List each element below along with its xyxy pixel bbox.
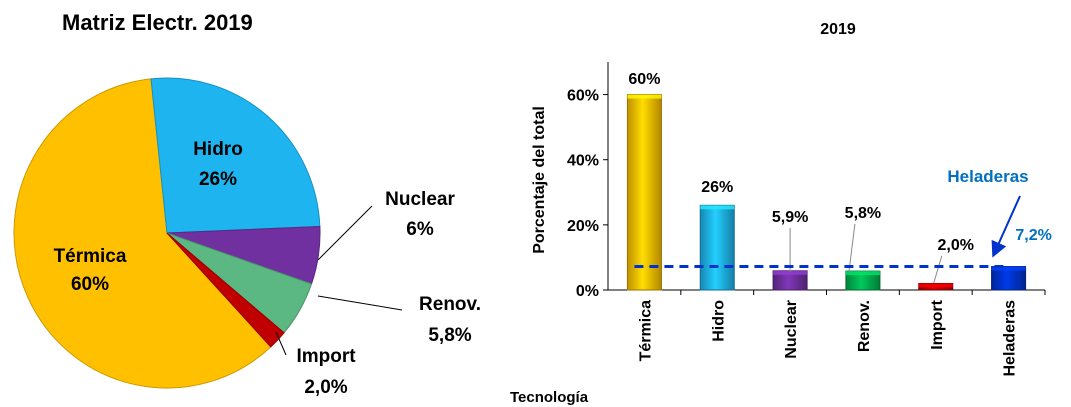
pie-label-import: Import bbox=[296, 346, 356, 367]
heladeras-arrow bbox=[991, 195, 1021, 258]
bar-cap bbox=[773, 270, 808, 275]
x-tick-label: Térmica bbox=[637, 300, 654, 361]
x-tick-label: Renov. bbox=[856, 300, 873, 352]
pie-label-trmica: Térmica bbox=[54, 246, 127, 267]
bar-value-label: 5,8% bbox=[845, 205, 881, 222]
y-tick-label: 0% bbox=[576, 283, 599, 300]
y-tick-label: 60% bbox=[567, 88, 599, 105]
x-tick-label: Nuclear bbox=[783, 300, 800, 359]
pie-chart: Matriz Electr. 2019 Térmica 60% Hidro 26% Nu… bbox=[13, 10, 481, 398]
x-tick-label: Hidro bbox=[710, 300, 727, 342]
bar-cap bbox=[845, 271, 880, 276]
pie-slice-import bbox=[166, 232, 285, 348]
x-axis-label: Tecnología bbox=[510, 389, 589, 406]
bar-value-label: 26% bbox=[701, 179, 733, 196]
pie-label-hidro: Hidro bbox=[193, 139, 243, 160]
bar-hidro bbox=[699, 204, 735, 291]
bar-cap bbox=[918, 283, 953, 288]
y-axis-label: Porcentaje del total bbox=[531, 106, 548, 254]
bar-value-label: 7,2% bbox=[1015, 227, 1051, 244]
bar-cap bbox=[627, 94, 662, 99]
bar-title: 2019 bbox=[820, 21, 856, 38]
pie-value-hidro: 26% bbox=[199, 169, 237, 190]
pie-leader-renov bbox=[317, 295, 403, 311]
pie-label-renov: Renov. bbox=[419, 294, 481, 315]
pie-slice-hidro bbox=[150, 77, 321, 234]
bar-trmica bbox=[626, 94, 662, 291]
pie-value-import: 2,0% bbox=[304, 377, 347, 398]
pie-leader-nuclear bbox=[317, 205, 373, 261]
heladeras-annotation-label: Heladeras bbox=[947, 167, 1028, 186]
value-leader bbox=[933, 255, 943, 284]
value-leader bbox=[848, 223, 856, 273]
bar-chart: 2019 Porcentaje del total Tecnología 0% 2… bbox=[510, 21, 1052, 406]
pie-leader-import bbox=[275, 331, 287, 356]
x-tick-label: Import bbox=[929, 299, 946, 349]
pie-slice-trmica bbox=[13, 78, 272, 389]
bar-value-label: 60% bbox=[628, 71, 660, 88]
pie-title: Matriz Electr. 2019 bbox=[62, 10, 253, 35]
pie-value-trmica: 60% bbox=[71, 274, 109, 295]
x-tick-label: Heladeras bbox=[1002, 300, 1019, 377]
pie-label-nuclear: Nuclear bbox=[385, 189, 455, 210]
bar-cap bbox=[991, 266, 1026, 271]
pie-value-renov: 5,8% bbox=[428, 325, 471, 346]
bar-cap bbox=[700, 205, 735, 210]
bar-value-label: 5,9% bbox=[772, 209, 808, 226]
bar-value-label: 2,0% bbox=[938, 237, 974, 254]
y-tick-label: 40% bbox=[567, 153, 599, 170]
pie-value-nuclear: 6% bbox=[406, 219, 434, 240]
y-tick-label: 20% bbox=[567, 218, 599, 235]
